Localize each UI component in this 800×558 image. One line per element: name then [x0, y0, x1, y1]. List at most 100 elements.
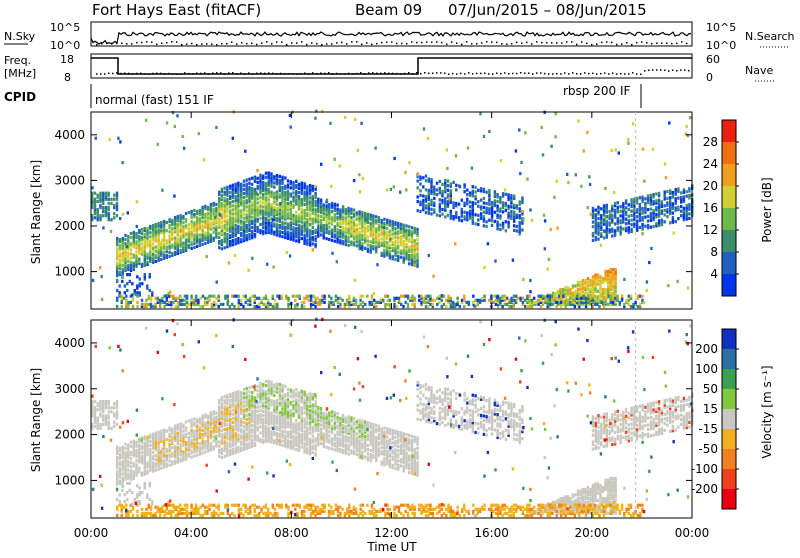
rti-cell	[122, 477, 124, 480]
rti-cell	[549, 303, 551, 306]
rti-cell	[359, 190, 361, 193]
rti-cell	[122, 268, 124, 271]
rti-cell	[522, 297, 524, 300]
nave-dot	[176, 73, 178, 75]
rti-cell	[396, 297, 398, 300]
rti-cell	[221, 247, 223, 250]
rti-cell	[211, 303, 213, 306]
rti-cell	[116, 214, 118, 217]
rti-cell	[336, 222, 338, 225]
nsearch-dot	[421, 42, 423, 44]
nsky-label: N.Sky	[4, 30, 36, 43]
nsearch-dot	[661, 42, 663, 44]
rti-cell	[529, 295, 531, 298]
rti-cell	[458, 216, 460, 219]
rti-cell	[213, 295, 215, 298]
rti-cell	[163, 243, 165, 246]
rti-cell	[166, 438, 168, 441]
rti-cell	[385, 294, 387, 297]
nsearch-top-tick: 10^5	[706, 21, 736, 34]
rti-cell	[177, 297, 179, 300]
rti-cell	[218, 197, 220, 200]
rti-cell	[201, 224, 203, 227]
rti-cell	[526, 295, 528, 298]
rti-cell	[373, 303, 375, 306]
rti-cell	[232, 200, 234, 203]
rti-cell	[121, 280, 123, 283]
nave-dot	[192, 73, 194, 75]
rti-cell	[556, 305, 558, 308]
rti-cell	[383, 222, 385, 225]
nave-dot	[672, 70, 674, 72]
rti-cell	[513, 303, 515, 306]
nsearch-dot	[151, 41, 153, 43]
rti-cell	[265, 182, 267, 185]
rti-cell	[199, 238, 201, 241]
rti-cell	[436, 297, 438, 300]
rti-cell	[494, 190, 496, 193]
nsearch-dot	[606, 41, 608, 43]
rti-cell	[130, 248, 132, 251]
rti-cell	[604, 230, 606, 233]
rti-cell	[485, 225, 487, 228]
rti-cell	[411, 230, 413, 233]
rti-cell	[141, 230, 143, 233]
rti-cell	[310, 303, 312, 306]
rti-cell	[417, 195, 419, 198]
rti-cell	[408, 161, 410, 164]
freq-bottom-tick: 8	[64, 71, 71, 84]
rti-cell	[92, 279, 94, 282]
rti-cell	[224, 246, 226, 249]
rti-cell	[404, 230, 406, 233]
rti-cell	[418, 295, 420, 298]
rti-cell	[636, 197, 638, 200]
rti-cell	[262, 205, 264, 208]
rti-cell	[168, 433, 170, 436]
rti-cell	[628, 215, 630, 218]
rti-cell	[303, 203, 305, 206]
rti-cell	[499, 214, 501, 217]
rti-cell	[592, 239, 594, 242]
rti-cell	[296, 295, 298, 298]
rti-cell	[544, 219, 546, 222]
rti-cell	[246, 209, 248, 212]
rti-cell	[279, 202, 281, 205]
nave-dot	[312, 72, 314, 74]
rti-cell	[174, 445, 176, 448]
rti-cell	[334, 213, 336, 216]
cpid-label: CPID	[4, 90, 36, 104]
nave-dot	[240, 72, 242, 74]
rti-cell	[501, 305, 503, 308]
rti-cell	[240, 209, 242, 212]
rti-cell	[224, 395, 226, 398]
rti-cell	[474, 190, 476, 193]
rti-cell	[314, 192, 316, 195]
rti-cell	[619, 219, 621, 222]
rti-cell	[362, 305, 364, 308]
rti-cell	[235, 432, 237, 435]
rti-cell	[630, 305, 632, 308]
rti-cell	[450, 182, 452, 185]
rti-cell	[480, 199, 482, 202]
rti-cell	[232, 392, 234, 395]
rti-cell	[284, 191, 286, 194]
rti-cell	[566, 173, 568, 176]
rti-cell	[381, 219, 383, 222]
rti-cell	[400, 249, 402, 252]
rti-cell	[279, 175, 281, 178]
rti-cell	[607, 303, 609, 306]
rti-cell	[496, 221, 498, 224]
rti-cell	[213, 237, 215, 240]
rti-cell	[683, 207, 685, 210]
rti-cell	[262, 210, 264, 213]
rti-cell	[586, 131, 588, 134]
rti-cell	[127, 251, 129, 254]
rti-cell	[218, 449, 220, 452]
nsearch-dot	[141, 42, 143, 44]
rti-cell	[138, 466, 140, 469]
rti-cell	[680, 210, 682, 213]
rti-cell	[353, 213, 355, 216]
rti-cell	[127, 235, 129, 238]
rti-cell	[411, 295, 413, 298]
rti-cell	[168, 443, 170, 446]
